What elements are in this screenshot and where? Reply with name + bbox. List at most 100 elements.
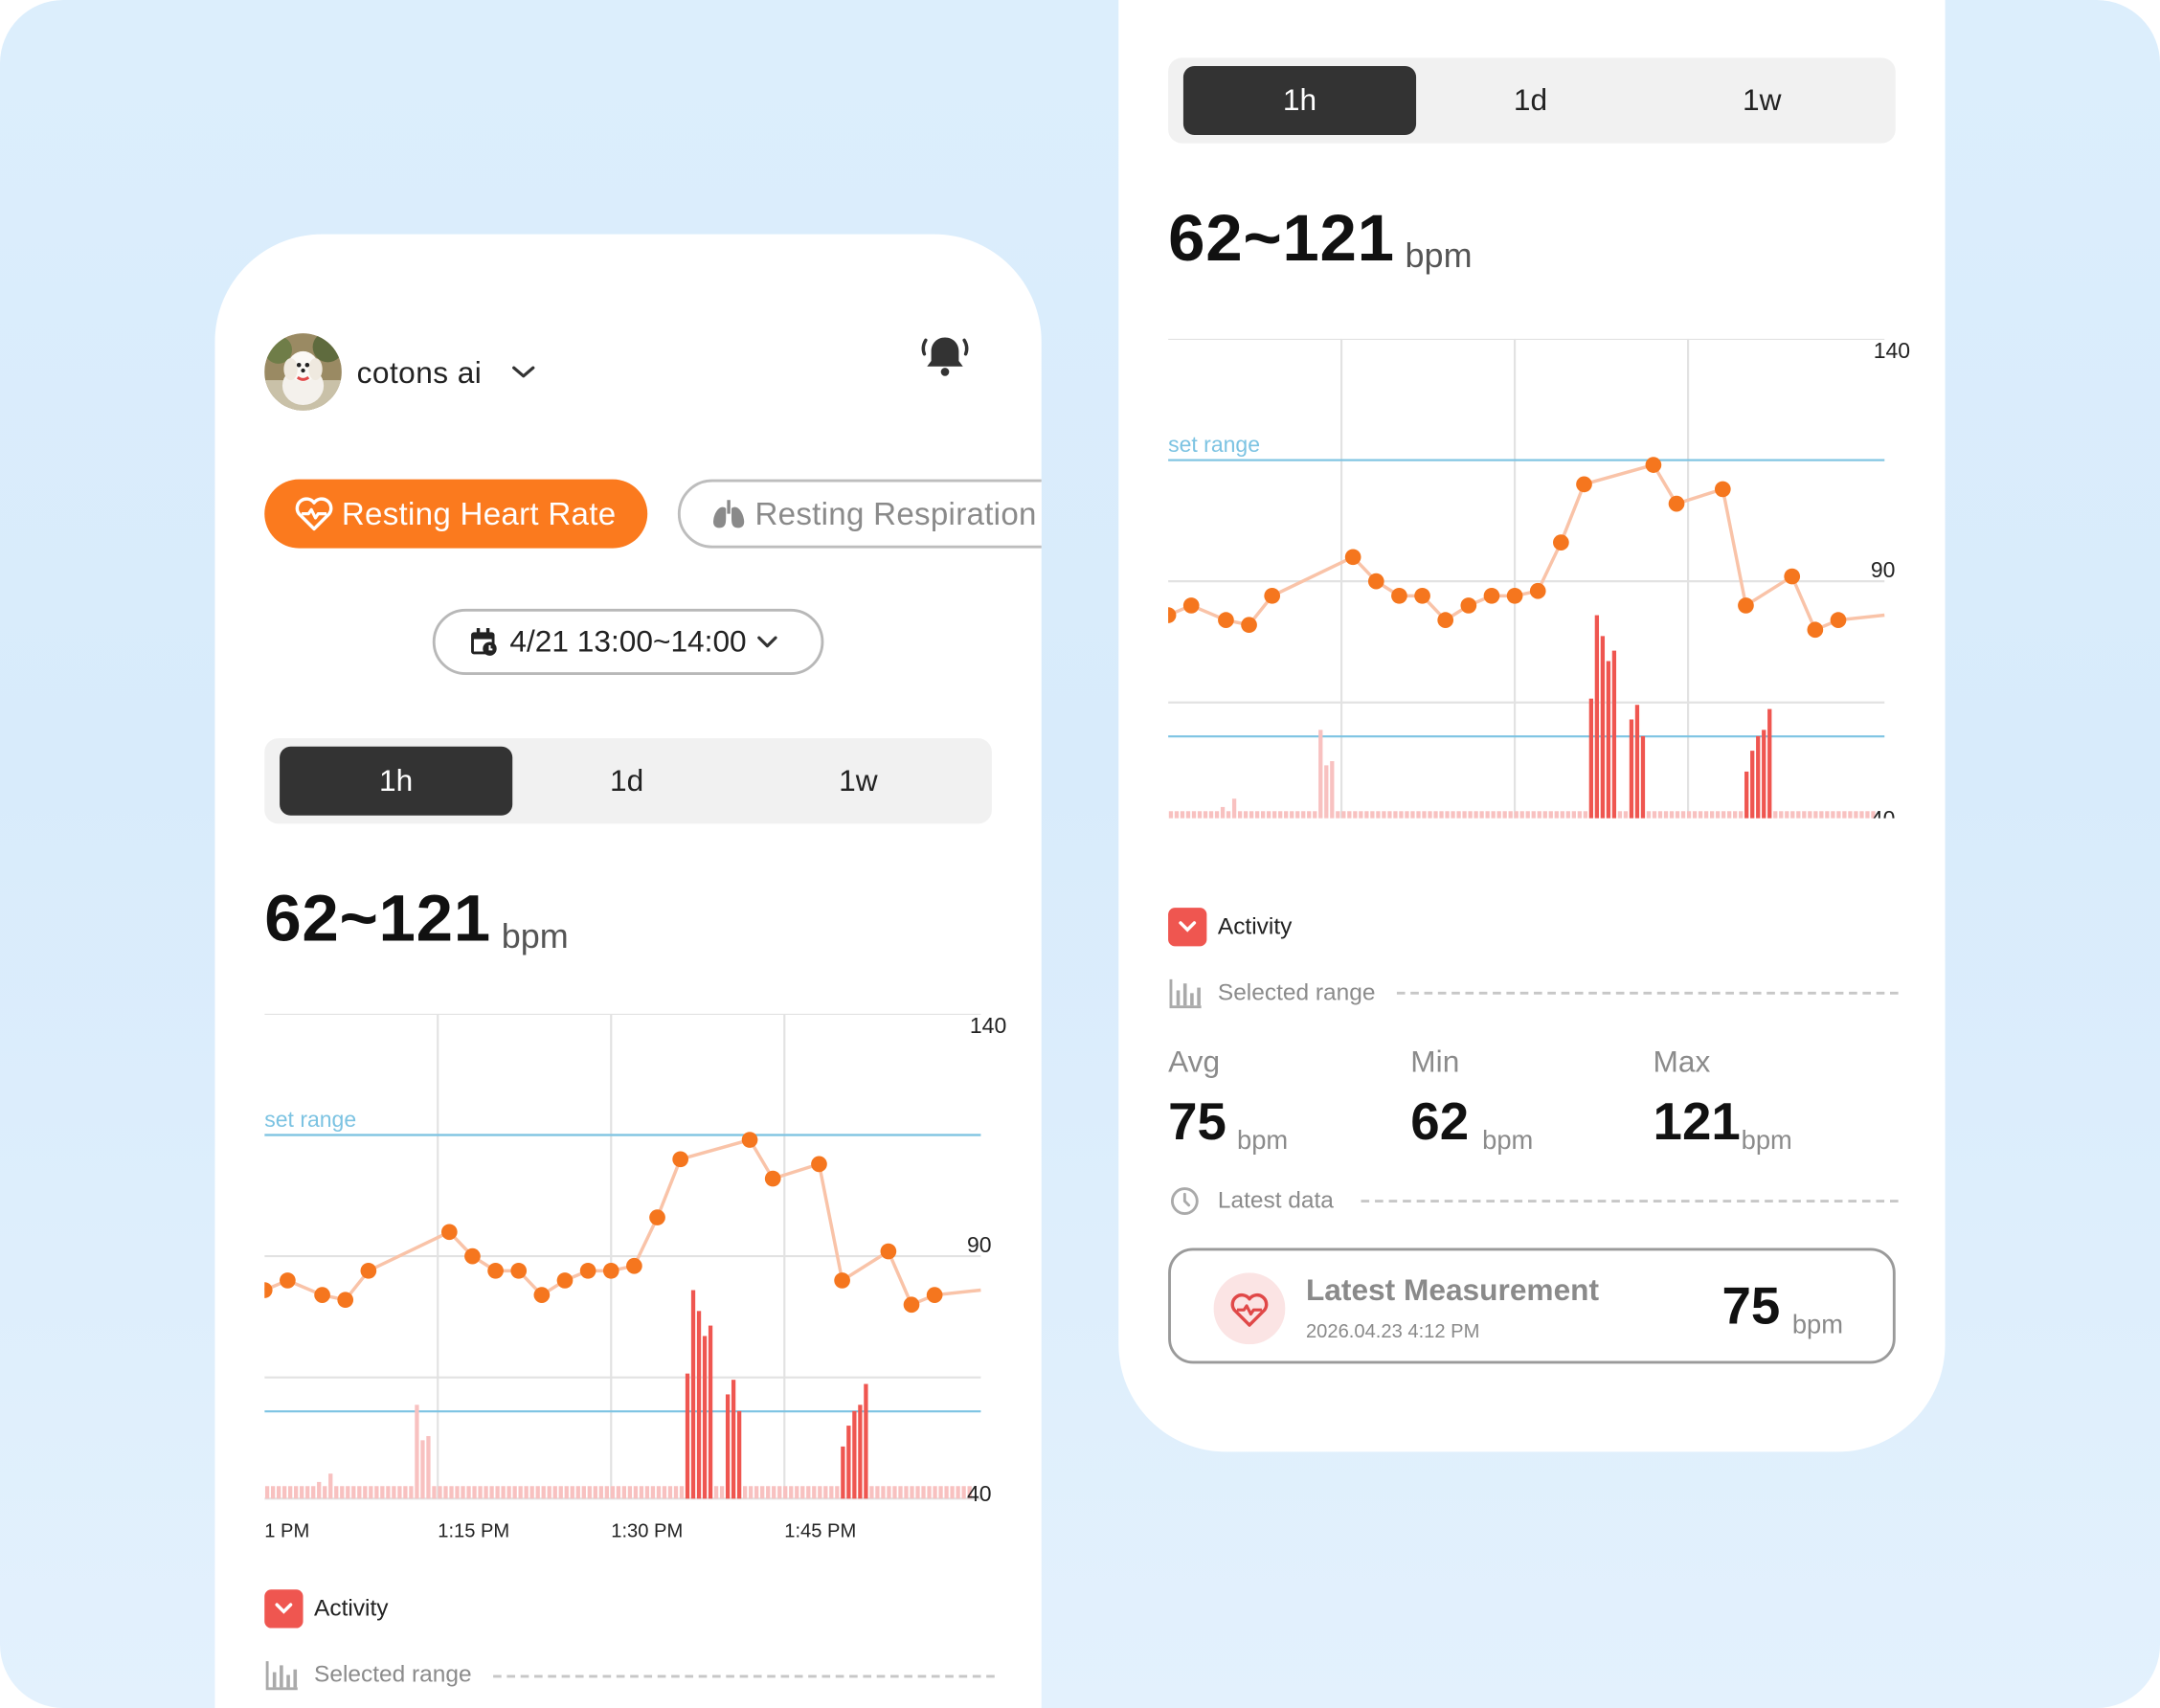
x-tick-label: 1:15 PM <box>438 1521 509 1542</box>
activity-bar <box>685 1373 690 1499</box>
selected-range-row: Selected range <box>264 1658 472 1692</box>
activity-bar <box>1813 811 1818 819</box>
activity-bar <box>760 1486 765 1499</box>
activity-bar <box>927 1486 932 1499</box>
username[interactable]: cotons ai <box>356 355 483 391</box>
activity-bar <box>455 1486 460 1499</box>
chevron-down-icon[interactable] <box>509 362 537 381</box>
segment-1w[interactable]: 1w <box>1742 82 1782 118</box>
activity-bar <box>1254 811 1260 819</box>
activity-bar <box>1646 811 1652 819</box>
activity-bar <box>524 1486 529 1499</box>
latest-data-label: Latest data <box>1217 1187 1334 1214</box>
activity-bar <box>616 1486 621 1499</box>
chevron-down-icon <box>275 1603 293 1614</box>
max-unit: bpm <box>1741 1126 1792 1157</box>
activity-bar <box>264 1486 270 1499</box>
date-range-button[interactable]: 4/21 13:00~14:00 <box>432 608 824 675</box>
chevron-down-icon <box>1179 921 1197 933</box>
activity-bar <box>679 1486 685 1499</box>
activity-bar <box>1525 811 1530 819</box>
activity-checkbox[interactable] <box>1168 908 1207 947</box>
activity-bar <box>1220 806 1226 819</box>
activity-bar <box>1796 811 1801 819</box>
x-tick-label: 1 PM <box>264 1521 309 1542</box>
activity-bar <box>1548 811 1553 819</box>
segment-1w[interactable]: 1w <box>839 763 878 798</box>
heart-rate-point <box>1168 607 1177 623</box>
activity-bar <box>1197 811 1203 819</box>
activity-bar <box>846 1426 851 1499</box>
chevron-down-icon <box>757 636 777 648</box>
activity-bar <box>702 1336 708 1499</box>
latest-measurement-card[interactable]: Latest Measurement 2026.04.23 4:12 PM 75… <box>1168 1247 1896 1364</box>
activity-bar <box>1324 765 1329 819</box>
activity-bar <box>346 1486 350 1499</box>
activity-bar <box>1174 811 1180 819</box>
activity-bar <box>1531 811 1536 819</box>
heart-rate-point <box>1506 587 1523 604</box>
y-tick-label: 90 <box>1871 557 1896 582</box>
activity-bar <box>898 1486 903 1499</box>
avatar[interactable] <box>264 333 342 411</box>
activity-bar <box>1168 811 1174 819</box>
activity-legend[interactable]: Activity <box>1168 908 1292 947</box>
activity-bar <box>535 1486 540 1499</box>
tab-resting-respiration[interactable]: Resting Respiration <box>677 479 1042 549</box>
set-range-label: set range <box>1168 432 1260 457</box>
activity-bar <box>610 1486 615 1499</box>
activity-bar <box>282 1486 287 1499</box>
heart-rate-point <box>579 1262 596 1279</box>
activity-bar <box>1364 811 1369 819</box>
activity-bar <box>1629 719 1634 819</box>
activity-bar <box>1542 811 1547 819</box>
activity-bar <box>1698 811 1703 819</box>
activity-bar <box>852 1410 857 1499</box>
activity-legend[interactable]: Activity <box>264 1589 389 1629</box>
activity-bar <box>1554 811 1559 819</box>
segment-1h[interactable]: 1h <box>1182 66 1417 135</box>
activity-bar <box>1214 811 1220 819</box>
y-tick-label: 140 <box>970 1014 1006 1038</box>
activity-bar <box>1474 811 1478 819</box>
activity-bar <box>1261 811 1266 819</box>
tab-resting-heart-rate[interactable]: Resting Heart Rate <box>264 479 648 549</box>
activity-bar <box>967 1486 972 1499</box>
activity-bar <box>1301 811 1306 819</box>
bell-icon[interactable] <box>917 327 973 383</box>
heart-rate-point <box>1218 612 1234 628</box>
activity-bar <box>1762 730 1766 819</box>
activity-bar <box>1295 811 1300 819</box>
activity-bar <box>1848 811 1853 819</box>
activity-bar <box>818 1486 822 1499</box>
activity-bar <box>593 1486 597 1499</box>
activity-bar <box>1433 811 1438 819</box>
activity-bar <box>823 1486 828 1499</box>
segment-1d[interactable]: 1d <box>1513 82 1548 118</box>
activity-bar <box>305 1486 310 1499</box>
activity-bar <box>1652 811 1657 819</box>
activity-bar <box>357 1486 362 1499</box>
activity-bar <box>1353 811 1358 819</box>
activity-bar <box>1336 811 1340 819</box>
activity-bar <box>875 1486 880 1499</box>
heart-rate-point <box>1553 534 1569 551</box>
activity-bar <box>575 1486 580 1499</box>
y-tick-label: 140 <box>1874 339 1910 363</box>
activity-bar <box>1290 811 1294 819</box>
heart-rate-point <box>626 1257 642 1274</box>
activity-bar <box>495 1486 500 1499</box>
heart-rate-point <box>1367 573 1384 590</box>
segment-1d[interactable]: 1d <box>610 763 644 798</box>
activity-bar <box>1756 735 1761 819</box>
min-label: Min <box>1410 1044 1460 1079</box>
activity-bar <box>944 1486 949 1499</box>
activity-bar <box>369 1486 373 1499</box>
heart-rate-point <box>280 1272 296 1289</box>
heart-rate-point <box>1460 597 1477 614</box>
activity-checkbox[interactable] <box>264 1589 304 1629</box>
selected-range-label: Selected range <box>314 1661 472 1688</box>
time-range-segmented-control: 1h 1d 1w <box>1168 57 1896 144</box>
segment-1h[interactable]: 1h <box>280 746 513 816</box>
activity-bar <box>1191 811 1197 819</box>
